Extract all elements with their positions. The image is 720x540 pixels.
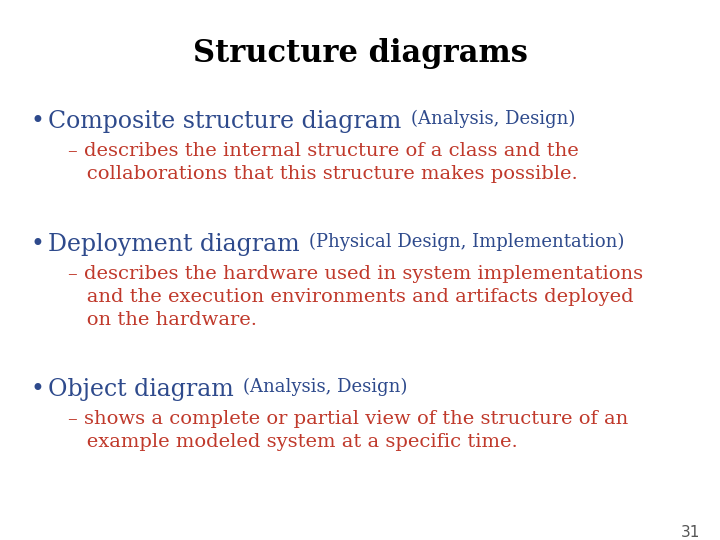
Text: •: • — [30, 378, 44, 401]
Text: Object diagram: Object diagram — [48, 378, 241, 401]
Text: •: • — [30, 110, 44, 133]
Text: example modeled system at a specific time.: example modeled system at a specific tim… — [68, 433, 518, 451]
Text: – shows a complete or partial view of the structure of an: – shows a complete or partial view of th… — [68, 410, 629, 428]
Text: 31: 31 — [680, 525, 700, 540]
Text: on the hardware.: on the hardware. — [68, 311, 257, 329]
Text: Deployment diagram: Deployment diagram — [48, 233, 307, 256]
Text: •: • — [30, 233, 44, 256]
Text: (Analysis, Design): (Analysis, Design) — [243, 378, 408, 396]
Text: Composite structure diagram: Composite structure diagram — [48, 110, 409, 133]
Text: collaborations that this structure makes possible.: collaborations that this structure makes… — [68, 165, 577, 183]
Text: (Physical Design, Implementation): (Physical Design, Implementation) — [309, 233, 624, 251]
Text: Structure diagrams: Structure diagrams — [192, 38, 528, 69]
Text: – describes the hardware used in system implementations: – describes the hardware used in system … — [68, 265, 643, 283]
Text: (Analysis, Design): (Analysis, Design) — [410, 110, 575, 128]
Text: – describes the internal structure of a class and the: – describes the internal structure of a … — [68, 142, 579, 160]
Text: and the execution environments and artifacts deployed: and the execution environments and artif… — [68, 288, 634, 306]
